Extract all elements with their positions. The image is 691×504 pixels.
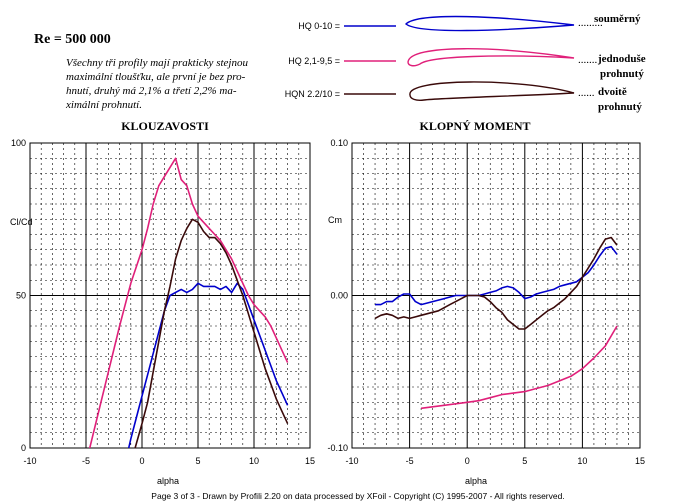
x-tick-label: 0 xyxy=(465,456,470,466)
legend-desc: prohnutý xyxy=(598,101,642,113)
y-tick-label: -0.10 xyxy=(327,443,348,453)
x-tick-label: 15 xyxy=(305,456,315,466)
x-tick-label: -10 xyxy=(345,456,358,466)
note-line: hnutí, druhý má 2,1% a třetí 2,2% ma- xyxy=(66,85,237,97)
legend-dots: ......... xyxy=(578,17,603,29)
plot-frame xyxy=(29,142,311,449)
series-line-2 xyxy=(134,218,289,448)
legend-dots: ...... xyxy=(578,87,595,99)
x-tick-label: -5 xyxy=(406,456,414,466)
series-line-1 xyxy=(88,157,289,448)
legend-item-hq-2-1-9-5: HQ 2,1-9,5 = ....... jednoduše prohnutý xyxy=(288,48,646,80)
x-axis-label: alpha xyxy=(465,476,487,486)
series-line-1 xyxy=(420,325,618,410)
x-tick-label: 0 xyxy=(139,456,144,466)
legend-desc: jednoduše xyxy=(597,53,646,65)
x-tick-label: -5 xyxy=(82,456,90,466)
note-line: Všechny tři profily mají prakticky stejn… xyxy=(66,57,248,69)
legend-desc: souměrný xyxy=(594,13,641,25)
reynolds-number: Re = 500 000 xyxy=(34,32,111,47)
legend-item-hq-0-10: HQ 0-10 = ......... souměrný xyxy=(298,13,641,32)
x-tick-label: -10 xyxy=(23,456,36,466)
x-tick-label: 10 xyxy=(249,456,259,466)
legend-label: HQ 2,1-9,5 = xyxy=(288,56,340,66)
legend-desc: prohnutý xyxy=(600,68,644,80)
x-axis-label: alpha xyxy=(157,476,179,486)
airfoil-reflex-shape xyxy=(409,81,575,101)
legend-dots: ....... xyxy=(578,54,598,66)
legend-label: HQ 0-10 = xyxy=(298,21,340,31)
pitching-moment-chart: KLOPNÝ MOMENT Cm alpha -10 -5 0 5 10 15 -0.10 0… xyxy=(327,119,645,486)
note-line: maximální tloušťku, ale první je bez pro… xyxy=(66,71,246,83)
airfoil-cambered-shape xyxy=(407,48,575,67)
legend-desc: dvoitě xyxy=(598,86,627,98)
y-axis-label: Cl/Cd xyxy=(10,217,33,227)
legend-label: HQN 2.2/10 = xyxy=(285,89,340,99)
y-tick-label: 0 xyxy=(21,443,26,453)
note-line: ximální prohnutí. xyxy=(65,99,142,111)
x-tick-label: 10 xyxy=(577,456,587,466)
y-tick-label: 100 xyxy=(11,138,26,148)
y-axis-label: Cm xyxy=(328,215,342,225)
glide-ratio-chart: KLOUZAVOSTI Cl/Cd alpha -10 -5 0 5 10 15 0 50 10… xyxy=(10,119,315,486)
note-text: Všechny tři profily mají prakticky stejn… xyxy=(65,57,248,111)
airfoil-symmetric-shape xyxy=(404,15,575,32)
x-tick-label: 5 xyxy=(195,456,200,466)
chart-title: KLOUZAVOSTI xyxy=(121,119,209,133)
x-tick-label: 5 xyxy=(522,456,527,466)
series-line-0 xyxy=(375,245,618,306)
series-line-0 xyxy=(127,282,289,448)
y-tick-label: 0.10 xyxy=(330,138,348,148)
legend-item-hqn-2-2-10: HQN 2.2/10 = ...... dvoitě prohnutý xyxy=(285,81,642,113)
y-tick-label: 0.00 xyxy=(330,291,348,301)
x-tick-label: 15 xyxy=(635,456,645,466)
legend: HQ 0-10 = ......... souměrný HQ 2,1-9,5 … xyxy=(285,13,646,113)
plot-frame xyxy=(351,142,641,449)
footer-text: Page 3 of 3 - Drawn by Profili 2.20 on d… xyxy=(151,491,564,501)
y-tick-label: 50 xyxy=(16,291,26,301)
chart-title: KLOPNÝ MOMENT xyxy=(420,119,531,133)
series-line-2 xyxy=(374,236,618,330)
